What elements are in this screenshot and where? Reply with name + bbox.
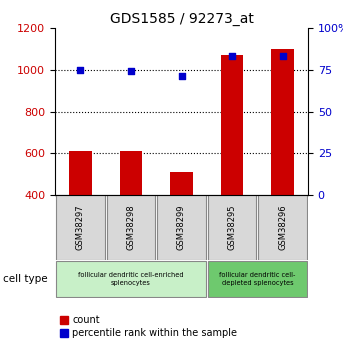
Text: cell type: cell type <box>3 274 48 284</box>
Text: GSM38298: GSM38298 <box>127 205 135 250</box>
Text: GSM38296: GSM38296 <box>278 205 287 250</box>
Bar <box>56 261 206 297</box>
Bar <box>69 151 92 195</box>
Bar <box>119 151 142 195</box>
Text: follicular dendritic cell-
depleted splenocytes: follicular dendritic cell- depleted sple… <box>219 272 296 286</box>
Bar <box>157 195 206 260</box>
Text: GSM38297: GSM38297 <box>76 205 85 250</box>
Text: follicular dendritic cell-enriched
splenocytes: follicular dendritic cell-enriched splen… <box>78 272 184 286</box>
Bar <box>271 49 294 195</box>
Bar <box>107 195 155 260</box>
Bar <box>170 172 193 195</box>
Bar <box>258 195 307 260</box>
Bar <box>208 195 256 260</box>
Point <box>280 53 285 59</box>
Bar <box>221 55 244 195</box>
Bar <box>208 261 307 297</box>
Title: GDS1585 / 92273_at: GDS1585 / 92273_at <box>109 12 253 26</box>
Point <box>229 53 235 59</box>
Point <box>78 67 83 72</box>
Text: GSM38299: GSM38299 <box>177 205 186 250</box>
Text: GSM38295: GSM38295 <box>228 205 237 250</box>
Legend: count, percentile rank within the sample: count, percentile rank within the sample <box>60 315 237 338</box>
Bar <box>56 195 105 260</box>
Point <box>128 69 134 74</box>
Point <box>179 74 184 79</box>
